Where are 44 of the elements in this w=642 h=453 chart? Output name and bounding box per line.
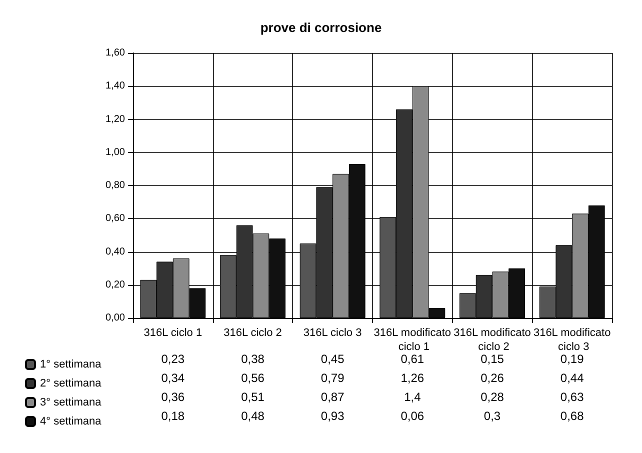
x-tick-label: 316L ciclo 3 bbox=[303, 327, 362, 339]
data-label: 0,63 bbox=[560, 390, 584, 404]
data-label: 0,44 bbox=[560, 371, 584, 385]
data-label: 0,93 bbox=[320, 409, 345, 423]
data-label: 0,68 bbox=[560, 409, 584, 423]
data-label: 0,79 bbox=[320, 371, 345, 385]
x-tick-label: 316L modificato ciclo 2 bbox=[454, 327, 531, 353]
y-tick-label: 0,40 bbox=[106, 246, 126, 258]
x-tick-label: 316L modificato ciclo 1 bbox=[374, 327, 452, 353]
data-label: 1,4 bbox=[404, 390, 422, 404]
data-label: 0,87 bbox=[320, 390, 345, 404]
chart-title: prove di corrosione bbox=[260, 20, 382, 35]
data-label: 1,26 bbox=[400, 371, 424, 385]
data-label: 0,23 bbox=[161, 352, 185, 366]
data-label: 0,61 bbox=[400, 352, 424, 366]
legend-label: 3° settimana bbox=[40, 396, 102, 408]
data-label: 0,18 bbox=[161, 409, 185, 423]
data-label: 0,51 bbox=[241, 390, 265, 404]
data-label: 0,19 bbox=[560, 352, 584, 366]
x-tick-label: 316L modificato ciclo 3 bbox=[533, 327, 611, 353]
legend-label: 1° settimana bbox=[40, 358, 102, 370]
legend-label: 4° settimana bbox=[40, 416, 102, 428]
data-label: 0,06 bbox=[400, 409, 424, 423]
data-label: 0,45 bbox=[320, 352, 345, 366]
y-tick-label: 0,60 bbox=[106, 213, 126, 224]
y-tick-label: 1,00 bbox=[106, 146, 126, 158]
data-label: 0,48 bbox=[241, 409, 265, 423]
y-tick-label: 1,60 bbox=[106, 48, 126, 58]
y-tick-label: 1,40 bbox=[106, 80, 126, 92]
y-tick-label: 0,20 bbox=[106, 279, 126, 290]
data-label: 0,26 bbox=[480, 371, 504, 385]
data-label: 0,3 bbox=[484, 409, 501, 423]
data-label: 0,15 bbox=[480, 352, 504, 366]
x-tick-label: 316L ciclo 2 bbox=[224, 327, 282, 339]
y-tick-label: 0,80 bbox=[106, 180, 126, 191]
data-label: 0,28 bbox=[480, 390, 504, 404]
data-label: 0,56 bbox=[241, 371, 265, 385]
y-tick-label: 0,00 bbox=[106, 312, 126, 324]
y-tick-label: 1,20 bbox=[106, 114, 126, 125]
data-label: 0,36 bbox=[161, 390, 185, 404]
x-tick-label: 316L ciclo 1 bbox=[144, 327, 202, 339]
data-label: 0,38 bbox=[241, 352, 265, 366]
legend-label: 2° settimana bbox=[40, 378, 102, 390]
data-label: 0,34 bbox=[161, 371, 185, 385]
